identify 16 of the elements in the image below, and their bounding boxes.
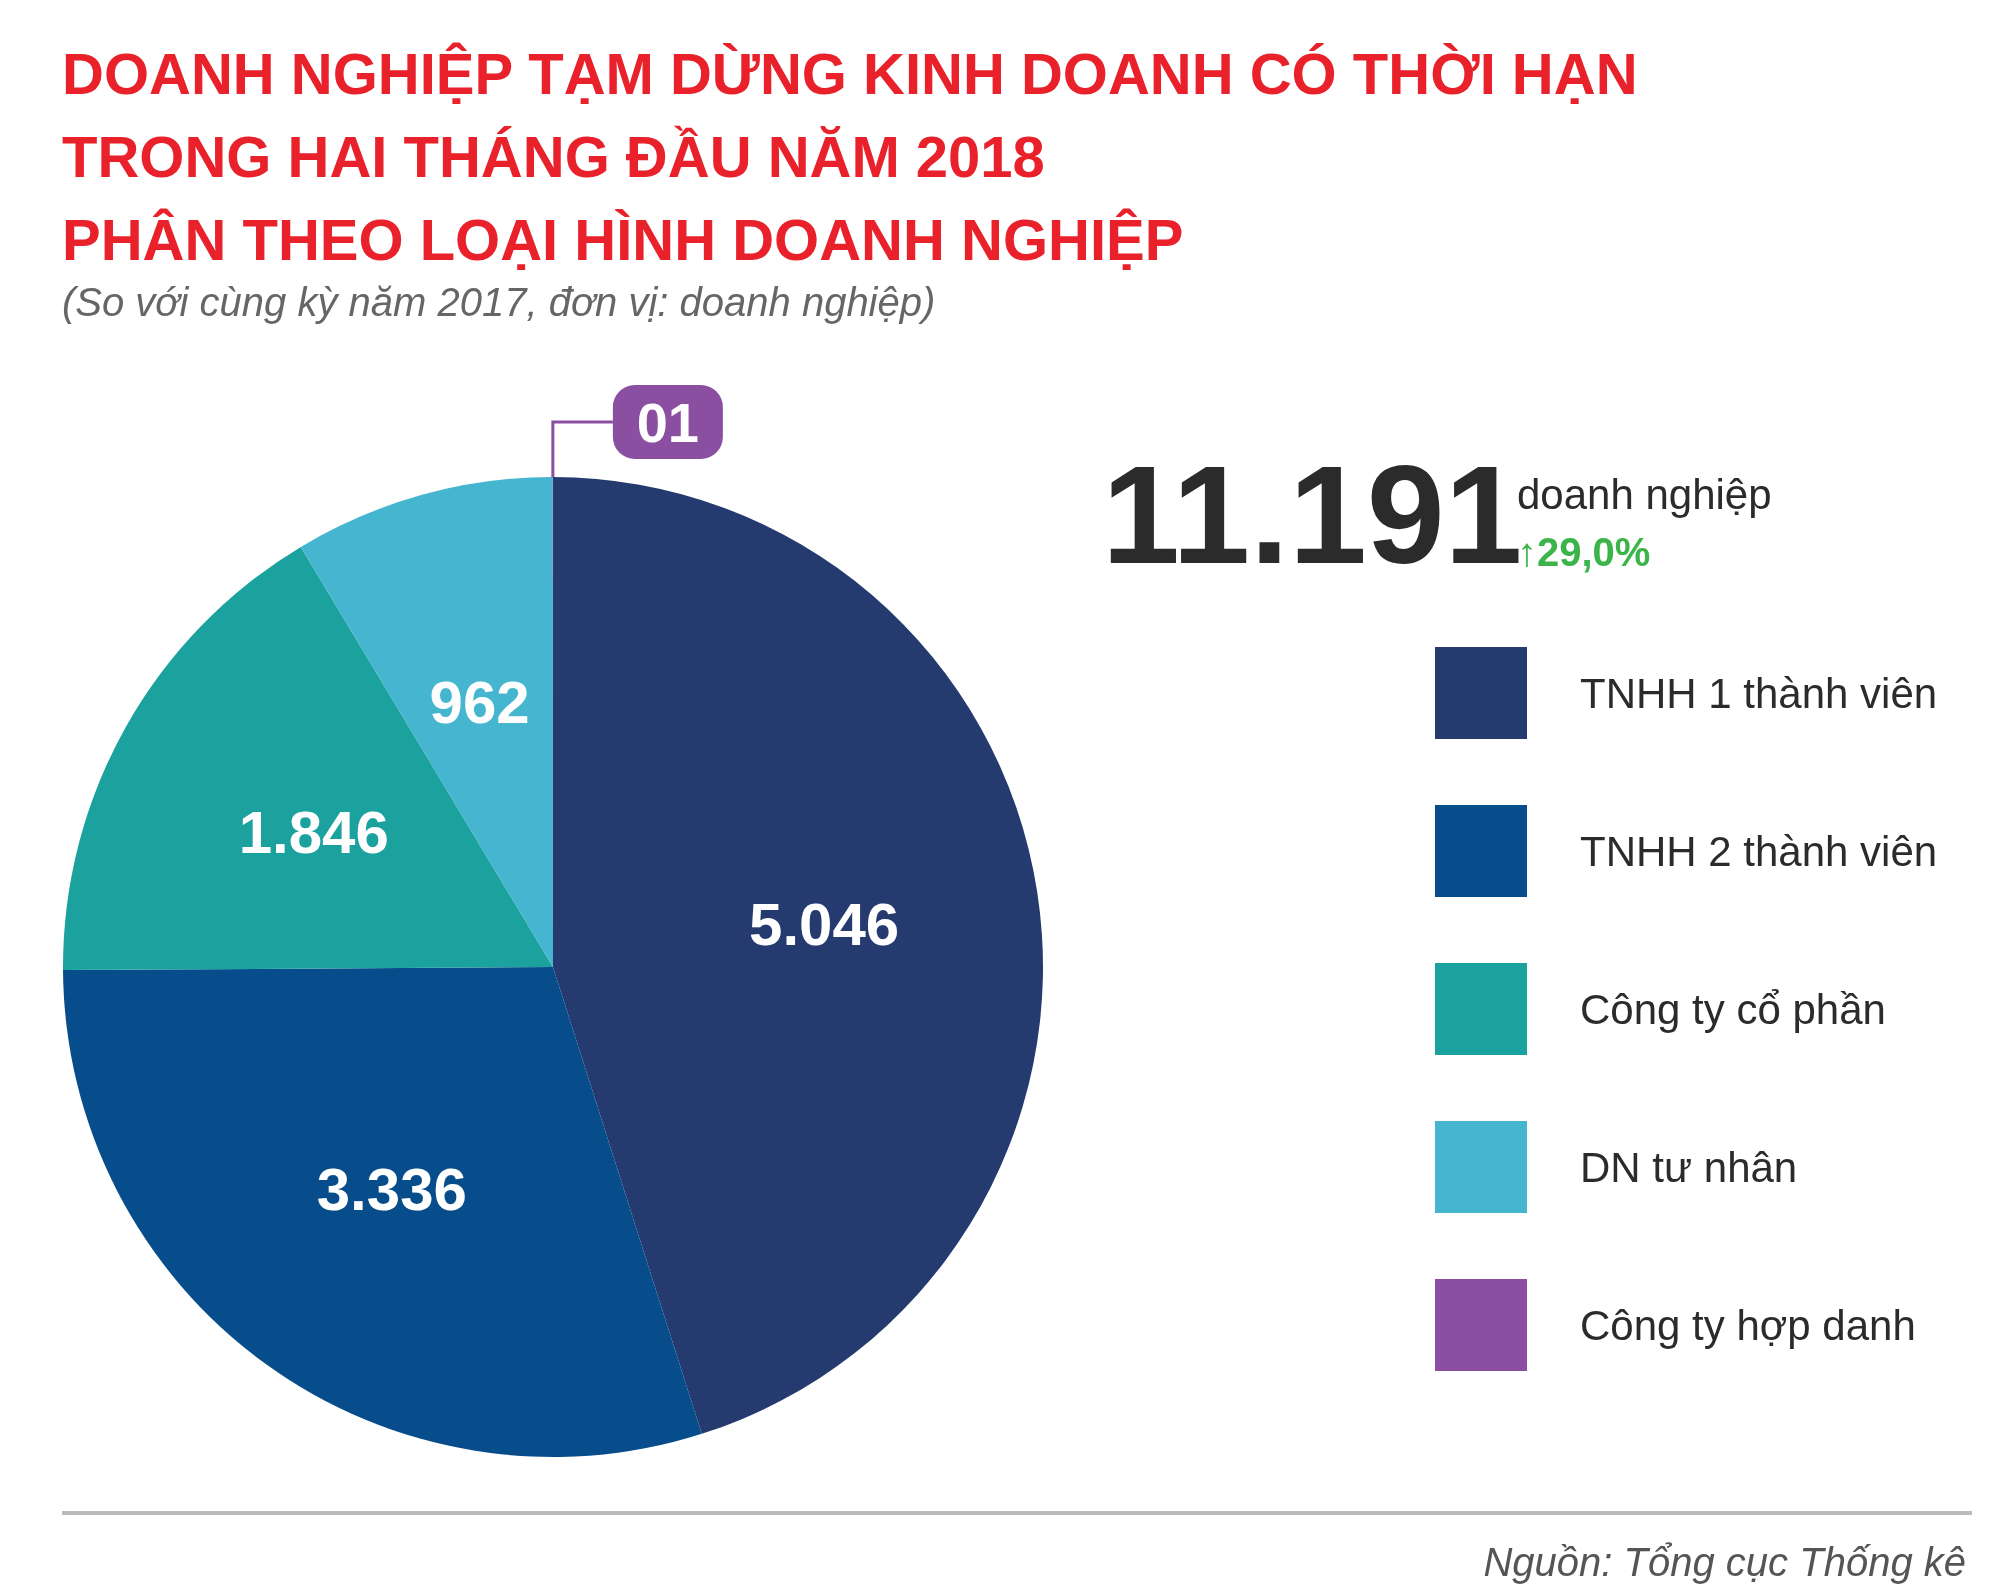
pie-slice (63, 967, 702, 1457)
legend-label: DN tư nhân (1580, 1143, 1798, 1191)
pie-slice (553, 477, 1043, 1434)
pie-slice (63, 546, 553, 971)
chart-title: DOANH NGHIỆP TẠM DỪNG KINH DOANH CÓ THỜI HẠN TRONG HAI THÁNG ĐẦU NĂM 2018 PHÂN THEO LOẠI HÌNH DOANH NGHIỆP (62, 41, 1638, 272)
chart-subtitle: (So với cùng kỳ năm 2017, đơn vị: doanh nghiệp) (62, 280, 936, 324)
legend-label: TNHH 1 thành viên (1580, 669, 1938, 717)
text: Nguồn: Tổng cục Thống kê (1483, 1540, 1966, 1584)
data-label: 1.846 (238, 799, 389, 867)
data-label: 01 (636, 390, 700, 454)
legend-label: Công ty cổ phần (1580, 985, 1886, 1033)
data-label: 5.046 (749, 891, 900, 959)
data-label: 962 (429, 669, 530, 737)
legend-label: TNHH 2 thành viên (1580, 827, 1938, 875)
data-label: 3.336 (316, 1155, 467, 1223)
legend-label: Công ty hợp danh (1580, 1301, 1916, 1349)
